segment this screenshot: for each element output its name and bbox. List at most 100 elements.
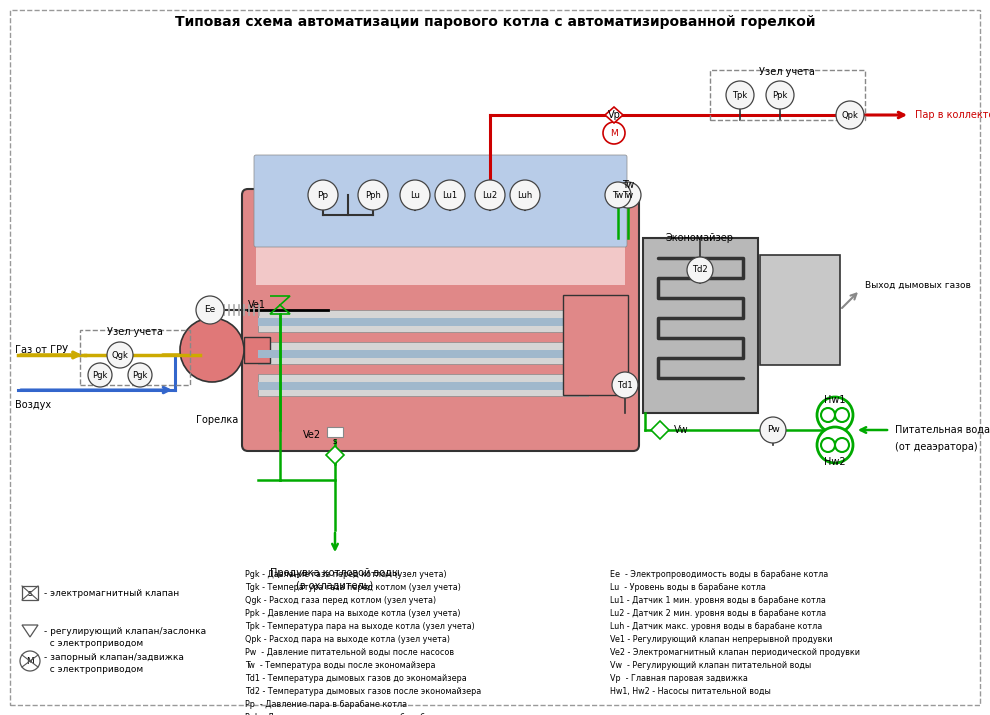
Text: Pgk: Pgk [92, 370, 108, 380]
Text: Выход дымовых газов: Выход дымовых газов [865, 280, 971, 290]
Circle shape [107, 342, 133, 368]
Text: Td2 - Температура дымовых газов после экономайзера: Td2 - Температура дымовых газов после эк… [245, 687, 481, 696]
Polygon shape [326, 446, 344, 464]
Bar [258, 342, 588, 364]
Circle shape [180, 318, 244, 382]
Circle shape [88, 363, 112, 387]
Circle shape [836, 101, 864, 129]
Polygon shape [22, 625, 38, 637]
Text: - регулирующий клапан/заслонка: - регулирующий клапан/заслонка [44, 626, 206, 636]
Bar [258, 310, 588, 332]
Text: Td1: Td1 [617, 380, 633, 390]
Text: Pgk - Давление газа перед котлом (узел учета): Pgk - Давление газа перед котлом (узел у… [245, 570, 446, 579]
Text: Qgk: Qgk [112, 350, 129, 360]
Text: - электромагнитный клапан: - электромагнитный клапан [44, 588, 179, 598]
Text: Ve1 - Регулирующий клапан непрерывной продувки: Ve1 - Регулирующий клапан непрерывной пр… [610, 635, 833, 644]
Polygon shape [651, 421, 669, 439]
Circle shape [687, 257, 713, 283]
Text: Пар в коллектор: Пар в коллектор [915, 110, 990, 120]
Text: Pph: Pph [365, 190, 381, 199]
Text: Lu1: Lu1 [443, 190, 457, 199]
Text: Lu: Lu [410, 190, 420, 199]
Text: s: s [333, 438, 338, 446]
Bar [258, 318, 588, 326]
Circle shape [435, 180, 465, 210]
Text: M: M [26, 656, 34, 666]
Circle shape [612, 372, 638, 398]
Text: Vp  - Главная паровая задвижка: Vp - Главная паровая задвижка [610, 674, 747, 683]
Circle shape [760, 417, 786, 443]
Text: Vp: Vp [608, 110, 621, 120]
Circle shape [726, 81, 754, 109]
Circle shape [603, 122, 625, 144]
Text: Td2: Td2 [692, 265, 708, 275]
FancyBboxPatch shape [256, 220, 625, 285]
Text: Ve1: Ve1 [248, 300, 266, 310]
Text: Qpk: Qpk [842, 111, 858, 119]
Text: Воздух: Воздух [15, 400, 51, 410]
Bar [244, 337, 270, 363]
Circle shape [20, 651, 40, 671]
Circle shape [835, 408, 849, 422]
Text: (от деаэратора): (от деаэратора) [895, 442, 978, 452]
Text: Газ от ГРУ: Газ от ГРУ [15, 345, 68, 355]
Text: s: s [28, 588, 33, 598]
Circle shape [308, 180, 338, 210]
Bar [643, 238, 758, 413]
Text: Luh - Датчик макс. уровня воды в барабане котла: Luh - Датчик макс. уровня воды в барабан… [610, 622, 823, 631]
Text: Горелка: Горелка [196, 415, 239, 425]
Bar [22, 586, 38, 600]
Circle shape [400, 180, 430, 210]
Text: Luh: Luh [518, 190, 533, 199]
FancyBboxPatch shape [242, 189, 639, 451]
Text: Pgk: Pgk [133, 370, 148, 380]
Text: Узел учета: Узел учета [759, 67, 815, 77]
Circle shape [835, 438, 849, 452]
Text: Pp  - Давление пара в барабане котла: Pp - Давление пара в барабане котла [245, 700, 407, 709]
Circle shape [128, 363, 152, 387]
Text: Питательная вода: Питательная вода [895, 425, 990, 435]
Text: Tw: Tw [622, 180, 635, 190]
Circle shape [475, 180, 505, 210]
Text: Tpk: Tpk [733, 91, 747, 99]
Text: Qpk - Расход пара на выходе котла (узел учета): Qpk - Расход пара на выходе котла (узел … [245, 635, 450, 644]
Circle shape [358, 180, 388, 210]
Text: Продувка котловой воды: Продувка котловой воды [270, 568, 400, 578]
Text: Ppk: Ppk [772, 91, 788, 99]
Polygon shape [605, 107, 623, 123]
Bar [258, 374, 588, 396]
Text: Vw: Vw [674, 425, 689, 435]
Text: Pph - Датчик макс. давления пара в барабане котла: Pph - Датчик макс. давления пара в бараб… [245, 713, 467, 715]
Text: M: M [610, 129, 618, 137]
Text: Pp: Pp [318, 190, 329, 199]
Text: Ppk - Давление пара на выходе котла (узел учета): Ppk - Давление пара на выходе котла (узе… [245, 609, 460, 618]
Text: (в охладитель): (в охладитель) [296, 580, 373, 590]
Bar [563, 295, 628, 395]
Text: Узел учета: Узел учета [107, 327, 163, 337]
Circle shape [817, 427, 853, 463]
Text: - запорный клапан/задвижка: - запорный клапан/задвижка [44, 654, 184, 663]
Text: Tgk - Температура газа перед котлом (узел учета): Tgk - Температура газа перед котлом (узе… [245, 583, 461, 592]
Bar [327, 427, 343, 437]
Text: Hw1: Hw1 [825, 395, 845, 405]
Text: Ve2 - Электромагнитный клапан периодической продувки: Ve2 - Электромагнитный клапан периодичес… [610, 648, 860, 657]
Text: Ee  - Электропроводимость воды в барабане котла: Ee - Электропроводимость воды в барабане… [610, 570, 829, 579]
Text: Vw  - Регулирующий клапан питательной воды: Vw - Регулирующий клапан питательной вод… [610, 661, 811, 670]
Bar [258, 382, 588, 390]
Text: Lu2: Lu2 [482, 190, 498, 199]
Text: с электроприводом: с электроприводом [44, 638, 144, 648]
Text: с электроприводом: с электроприводом [44, 666, 144, 674]
Text: Типовая схема автоматизации парового котла с автоматизированной горелкой: Типовая схема автоматизации парового кот… [175, 15, 815, 29]
Text: Lu  - Уровень воды в барабане котла: Lu - Уровень воды в барабане котла [610, 583, 766, 592]
Text: Hw2: Hw2 [825, 457, 845, 467]
FancyBboxPatch shape [254, 155, 627, 247]
Circle shape [510, 180, 540, 210]
Text: Lu2 - Датчик 2 мин. уровня воды в барабане котла: Lu2 - Датчик 2 мин. уровня воды в бараба… [610, 609, 826, 618]
Text: Экономайзер: Экономайзер [666, 233, 734, 243]
Circle shape [615, 182, 641, 208]
Text: Qgk - Расход газа перед котлом (узел учета): Qgk - Расход газа перед котлом (узел уче… [245, 596, 437, 605]
Text: Ve2: Ve2 [303, 430, 321, 440]
Text: Tw: Tw [613, 190, 624, 199]
Circle shape [766, 81, 794, 109]
Text: Hw1, Hw2 - Насосы питательной воды: Hw1, Hw2 - Насосы питательной воды [610, 687, 771, 696]
